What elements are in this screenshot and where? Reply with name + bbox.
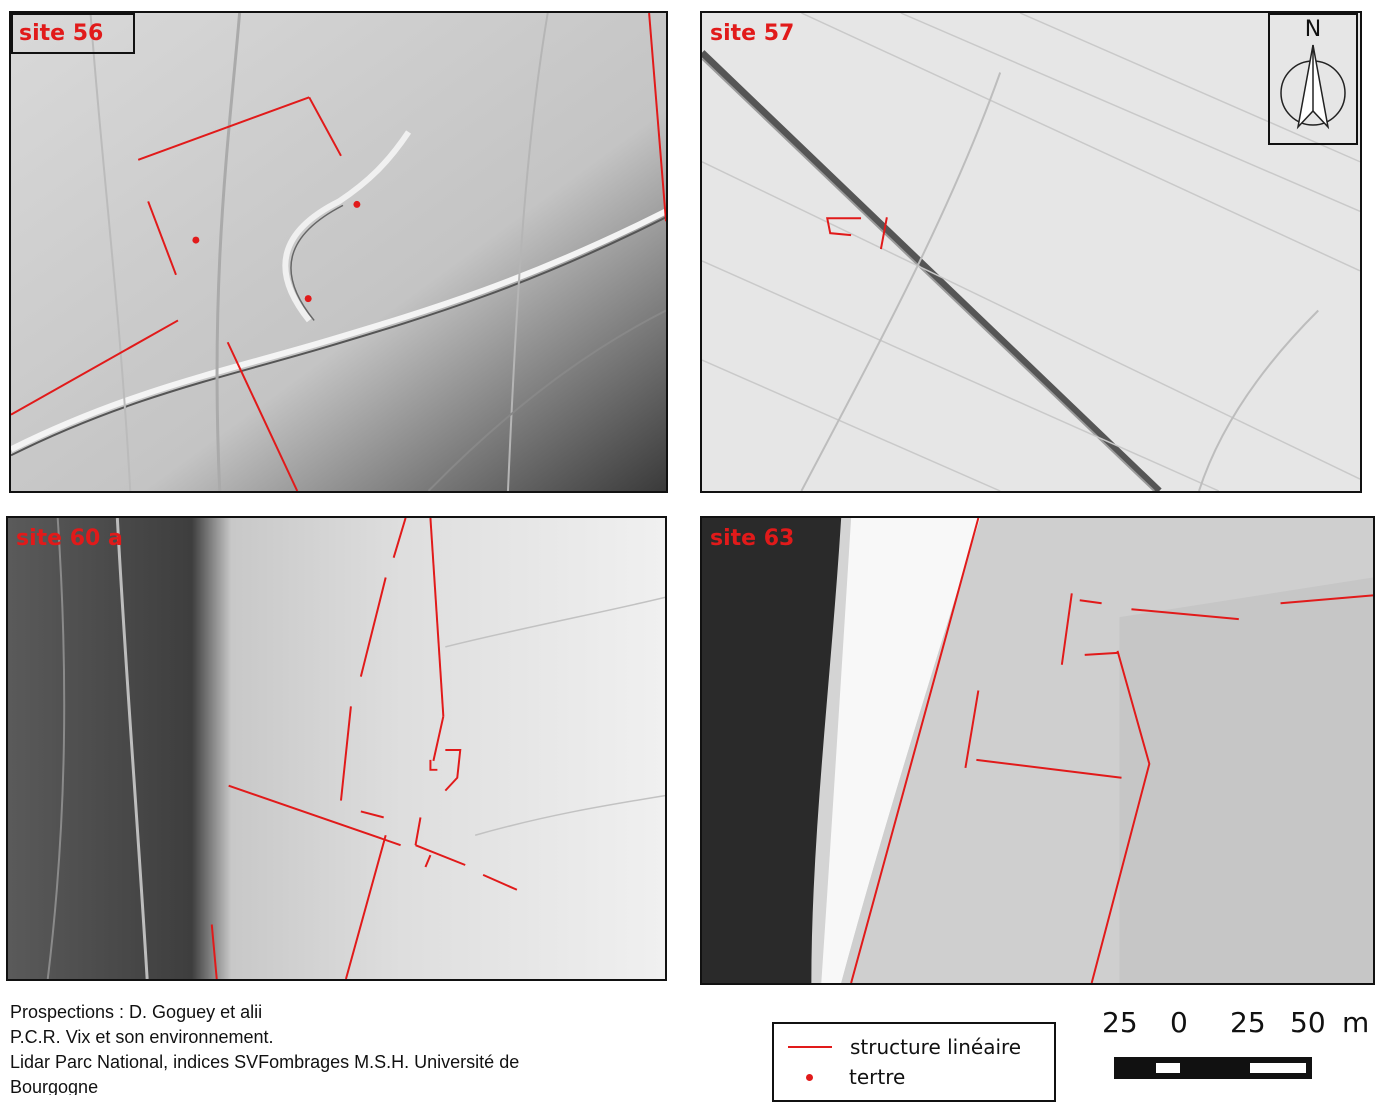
north-letter: N xyxy=(1304,17,1322,42)
structures-site-56 xyxy=(11,13,666,491)
linear-structure xyxy=(1084,651,1118,656)
north-arrow-icon xyxy=(1280,44,1346,130)
linear-structure xyxy=(344,834,387,979)
linear-structure xyxy=(1079,599,1102,605)
site-label: site 63 xyxy=(710,526,795,551)
scale-bar-graphic xyxy=(1114,1057,1312,1079)
linear-structure xyxy=(850,518,980,983)
linear-structure xyxy=(444,748,462,792)
legend-item-mound: tertre xyxy=(788,1064,905,1090)
north-arrow: N xyxy=(1268,13,1358,145)
linear-structure xyxy=(964,690,980,769)
linear-structure xyxy=(429,759,438,771)
linear-structure xyxy=(1090,650,1151,983)
linear-structure xyxy=(414,817,422,846)
linear-structure xyxy=(210,924,218,979)
scale-tick: 25 xyxy=(1102,1006,1138,1039)
structures-site-63 xyxy=(850,518,1373,983)
map-panel-site-56: site 56 xyxy=(9,11,668,493)
linear-structure xyxy=(360,810,384,819)
structures-site-60a xyxy=(210,518,518,979)
lidar-relief-site-57 xyxy=(702,13,1360,491)
scale-unit: m xyxy=(1342,1006,1370,1039)
mound-marker xyxy=(353,200,361,208)
credits-line: P.C.R. Vix et son environnement. xyxy=(10,1027,274,1047)
linear-structure xyxy=(226,341,299,491)
linear-structure-symbol xyxy=(788,1046,832,1048)
linear-structure xyxy=(308,96,342,157)
legend-label: structure linéaire xyxy=(850,1035,1022,1059)
scale-tick: 25 xyxy=(1230,1006,1266,1039)
credits-line: Bourgogne xyxy=(10,1077,99,1095)
mound-marker xyxy=(304,295,312,303)
linear-structure xyxy=(147,201,177,276)
mound-marker xyxy=(192,236,200,244)
credits-block: Prospections : D. Goguey et alii P.C.R. … xyxy=(0,1000,700,1095)
linear-structure xyxy=(648,13,666,222)
site-label: site 57 xyxy=(710,21,795,46)
site-label: site 60 a xyxy=(16,526,123,551)
legend-item-linear: structure linéaire xyxy=(788,1034,1021,1060)
linear-structure xyxy=(392,518,407,558)
linear-structure xyxy=(1131,608,1239,621)
map-legend: structure linéaire tertre xyxy=(772,1022,1056,1102)
linear-structure xyxy=(1060,593,1073,665)
credits-line: Prospections : D. Goguey et alii xyxy=(10,1002,263,1022)
map-panel-site-60a: site 60 a xyxy=(6,516,667,981)
credits-line: Lidar Parc National, indices SVFombrages… xyxy=(10,1052,520,1072)
legend-label: tertre xyxy=(849,1065,906,1089)
scale-bar: 25 0 25 50 m xyxy=(1100,1006,1370,1079)
linear-structure xyxy=(432,716,445,762)
map-panel-site-57: site 57 N xyxy=(700,11,1362,493)
scale-tick: 50 xyxy=(1290,1006,1326,1039)
linear-structure xyxy=(359,577,387,677)
linear-structure xyxy=(228,784,401,847)
linear-structure xyxy=(415,844,466,866)
linear-structure xyxy=(339,706,352,801)
lidar-relief-site-56 xyxy=(11,13,666,491)
structures-site-57 xyxy=(826,217,888,250)
lidar-relief-site-60a xyxy=(8,518,665,979)
linear-structure xyxy=(424,854,432,868)
map-panel-site-63: site 63 xyxy=(700,516,1375,985)
site-label: site 56 xyxy=(11,13,136,54)
linear-structure xyxy=(482,873,518,891)
linear-structure xyxy=(826,217,862,237)
linear-structure xyxy=(11,319,179,416)
linear-structure xyxy=(976,758,1122,779)
linear-structure xyxy=(879,217,888,250)
linear-structure xyxy=(137,96,310,161)
lidar-relief-site-63 xyxy=(702,518,1373,983)
mound-symbol xyxy=(806,1073,813,1081)
linear-structure xyxy=(429,518,445,717)
linear-structure xyxy=(1280,594,1373,605)
scale-tick: 0 xyxy=(1170,1006,1188,1039)
